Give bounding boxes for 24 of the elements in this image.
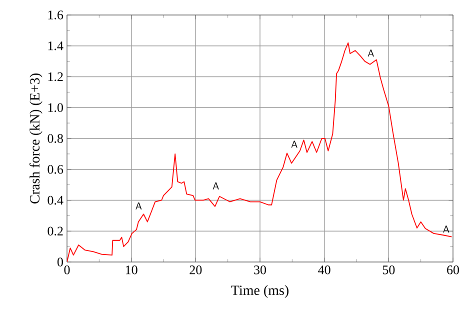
x-tick-label: 50 bbox=[382, 266, 395, 274]
x-axis-title: Time (ms) bbox=[231, 285, 288, 298]
line-series bbox=[67, 42, 452, 262]
annotation: A bbox=[212, 182, 219, 190]
y-tick-label: 0.8 bbox=[48, 134, 63, 143]
annotation: A bbox=[368, 50, 374, 57]
y-tick-label: 0.4 bbox=[48, 196, 64, 205]
x-tick-label: 0 bbox=[64, 266, 70, 274]
annotation: A bbox=[136, 202, 142, 210]
x-tick-label: 10 bbox=[126, 266, 138, 274]
y-tick-label: 1.4 bbox=[48, 41, 64, 50]
y-tick-label: 1.2 bbox=[48, 72, 63, 82]
x-tick-label: 60 bbox=[447, 266, 459, 274]
y-tick-label: 0.2 bbox=[48, 226, 63, 236]
y-tick-label: 0.6 bbox=[48, 164, 64, 174]
y-axis-title: Crash force (kN) (E+3) bbox=[30, 74, 42, 204]
y-tick-label: 1.0 bbox=[48, 103, 63, 112]
x-tick-label: 20 bbox=[190, 266, 202, 274]
annotation: A bbox=[291, 140, 298, 148]
x-tick-label: 40 bbox=[318, 266, 330, 274]
y-tick-label: 1.6 bbox=[48, 10, 64, 20]
y-tick-label: 0 bbox=[57, 258, 63, 266]
annotation: A bbox=[443, 226, 450, 233]
x-tick-label: 30 bbox=[254, 266, 266, 274]
